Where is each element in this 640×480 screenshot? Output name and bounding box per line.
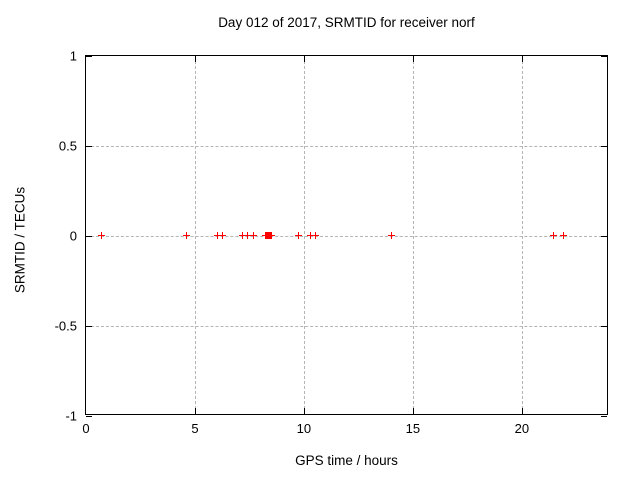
x-gridline bbox=[194, 56, 196, 414]
x-tick-top bbox=[303, 56, 305, 62]
y-gridline bbox=[86, 326, 607, 327]
x-gridline bbox=[303, 56, 305, 414]
y-tick-left bbox=[86, 416, 92, 417]
data-point-marker bbox=[387, 232, 395, 239]
y-gridline bbox=[86, 236, 607, 237]
plot-area: 1 0.5 0 -0.5 -1 0 5 10 15 20 bbox=[55, 49, 608, 436]
x-tick-top bbox=[412, 56, 414, 62]
data-point-marker bbox=[267, 232, 275, 239]
y-tick-right bbox=[601, 236, 607, 237]
data-point-marker bbox=[294, 232, 302, 239]
data-point-marker bbox=[183, 232, 191, 239]
x-gridline bbox=[521, 56, 523, 414]
x-tick-label: 10 bbox=[296, 421, 312, 436]
y-tick-left bbox=[86, 326, 92, 327]
y-tick-label: 0 bbox=[69, 228, 77, 244]
x-tick-label: 15 bbox=[405, 421, 421, 436]
data-point-marker bbox=[214, 232, 222, 239]
y-tick-label: -0.5 bbox=[54, 318, 77, 334]
data-point-marker bbox=[244, 232, 252, 239]
y-tick-right bbox=[601, 416, 607, 417]
x-tick-bottom bbox=[521, 408, 523, 414]
y-tick-left bbox=[86, 56, 92, 57]
data-point-marker bbox=[559, 232, 567, 239]
data-point-marker bbox=[238, 232, 246, 239]
data-point-marker bbox=[249, 232, 257, 239]
data-point-marker bbox=[219, 232, 227, 239]
y-tick-left bbox=[86, 146, 92, 147]
x-tick-label: 5 bbox=[191, 421, 199, 436]
x-tick-bottom bbox=[194, 408, 196, 414]
y-tick-label: 1 bbox=[69, 48, 77, 64]
x-axis-label: GPS time / hours bbox=[295, 453, 398, 468]
x-tick-label: 0 bbox=[82, 421, 90, 436]
y-tick-right bbox=[601, 146, 607, 147]
data-point-marker bbox=[98, 232, 106, 239]
y-tick-label: -1 bbox=[65, 408, 77, 424]
data-point-marker bbox=[549, 232, 557, 239]
x-tick-top bbox=[521, 56, 523, 62]
y-tick-left bbox=[86, 236, 92, 237]
x-gridline bbox=[412, 56, 414, 414]
x-tick-bottom bbox=[303, 408, 305, 414]
x-tick-bottom bbox=[412, 408, 414, 414]
data-point-marker bbox=[311, 232, 319, 239]
y-tick-label: 0.5 bbox=[58, 138, 77, 154]
data-point-marker bbox=[306, 232, 314, 239]
y-tick-right bbox=[601, 326, 607, 327]
x-tick-top bbox=[194, 56, 196, 62]
y-gridline bbox=[86, 146, 607, 147]
x-tick-label: 20 bbox=[514, 421, 530, 436]
chart-title: Day 012 of 2017, SRMTID for receiver nor… bbox=[218, 15, 475, 30]
y-axis-label: SRMTID / TECUs bbox=[12, 186, 28, 294]
y-tick-right bbox=[601, 56, 607, 57]
